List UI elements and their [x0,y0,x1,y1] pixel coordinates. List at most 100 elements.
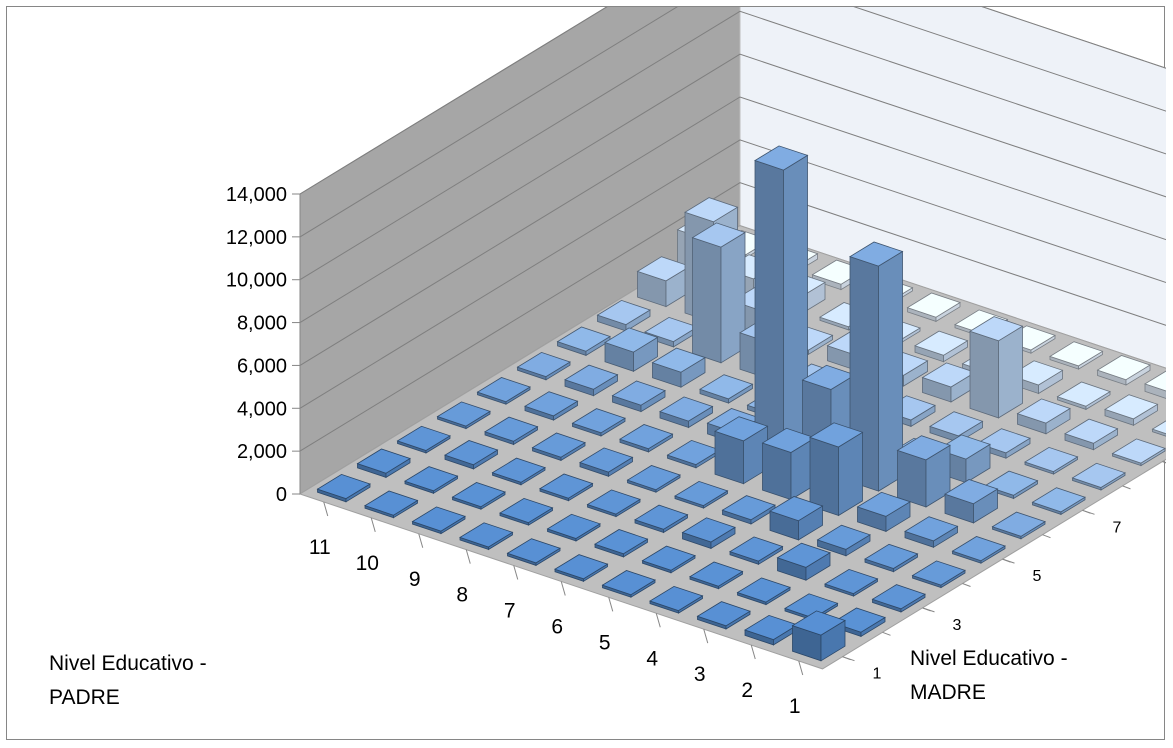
bar-top [976,428,1031,454]
madre-axis-title: Nivel Educativo -MADRE [910,647,1068,704]
bar-top [594,529,649,555]
bar-top [641,545,696,571]
madre-minor-tick [962,583,971,587]
bar-top [634,504,689,530]
padre-tick-mark [608,597,614,612]
padre-axis-title: Nivel Educativo -PADRE [49,652,207,709]
bar-top [499,497,554,524]
bar-top [1144,370,1166,392]
bar-top [1016,398,1071,424]
bar-top [516,351,571,378]
bar-top [604,327,659,353]
bar-top [451,482,506,508]
madre-tick-label: 5 [1033,568,1042,585]
padre-tick-label: 3 [694,663,706,686]
gridline [299,139,1166,409]
bar-top [539,473,594,499]
bar-top [936,434,991,460]
padre-tick-mark [465,549,471,564]
bar-top [1031,487,1086,513]
bar-side [969,330,999,419]
padre-tick-mark [750,644,756,660]
bar-top [586,489,641,515]
bar-top [824,568,879,595]
bar-front [998,325,1023,419]
bar-top [1151,420,1166,435]
bar-top [809,422,864,448]
bar-top [651,347,706,373]
bar-top [1049,341,1104,367]
z-tick-label: 10,000 [226,270,287,292]
bar-top [911,560,966,586]
bar-top [776,542,831,568]
bar-top [356,448,411,474]
bar-top [476,377,531,403]
bar-top [396,425,451,451]
bar-top [904,516,959,542]
padre-tick-label: 1 [789,695,801,718]
padre-tick-mark [513,565,519,580]
padre-tick-mark [560,581,566,596]
bar3d-chart: 0 2,000 4,000 6,000 8,000 10,000 12,000 14,000 1… [49,7,1166,718]
z-tick-label: 8,000 [237,313,287,335]
bar-top [491,457,546,483]
madre-tick-label: 3 [953,617,962,634]
bar-top [1064,418,1119,444]
bar-top [689,561,744,587]
bar-top [969,316,1024,342]
bar-top [626,465,681,491]
bar-top [791,610,846,636]
bar-top [754,145,809,171]
bar-top [571,408,626,434]
bar-top [871,584,926,610]
bar-top [736,577,791,603]
madre-minor-tick [1162,461,1166,464]
padre-tick-label: 11 [309,536,331,559]
bar-side [692,237,722,364]
bar-top [914,330,969,356]
bar-top [991,511,1046,537]
bar-top [674,480,729,507]
bar-top [856,491,911,517]
bar-top [579,447,634,473]
bar-top [696,601,751,627]
bar-top [721,495,776,521]
bar-top [1009,360,1064,386]
madre-tick-label: 1 [873,666,882,683]
bar-side [1144,383,1166,399]
padre-tick-mark [798,660,804,676]
bar-top [611,380,666,406]
madre-minor-tick [842,656,851,661]
bar-top [816,524,871,550]
madre-tick-label: 7 [1113,519,1122,536]
bar-top [849,241,904,267]
madre-minor-tick [1122,485,1131,490]
bar-top [831,607,886,633]
bar-top [524,391,579,417]
bar-top [556,326,611,352]
bar-top [364,490,419,516]
padre-tick-label: 9 [409,568,421,591]
z-tick-label: 12,000 [226,227,287,249]
bar-top [984,470,1039,496]
bar-top [1056,381,1111,407]
bar-top [531,432,586,458]
bar-top [1096,355,1151,381]
bar-top [714,416,769,442]
madre-minor-tick [1042,534,1051,539]
padre-tick-label: 6 [551,615,563,638]
bar-top [896,435,951,461]
bar-top [316,473,371,500]
madre-minor-tick [882,631,891,636]
bar-top [404,466,459,492]
bar-top [699,374,754,400]
z-tick-label: 0 [276,484,287,506]
bar-top [436,401,491,427]
bar-top [944,479,999,505]
bar-top [906,292,961,318]
bar-top [411,506,466,532]
bar-top [601,570,656,596]
padre-tick-label: 8 [456,584,468,607]
madre-minor-tick [922,607,931,612]
madre-minor-tick [1002,558,1011,563]
